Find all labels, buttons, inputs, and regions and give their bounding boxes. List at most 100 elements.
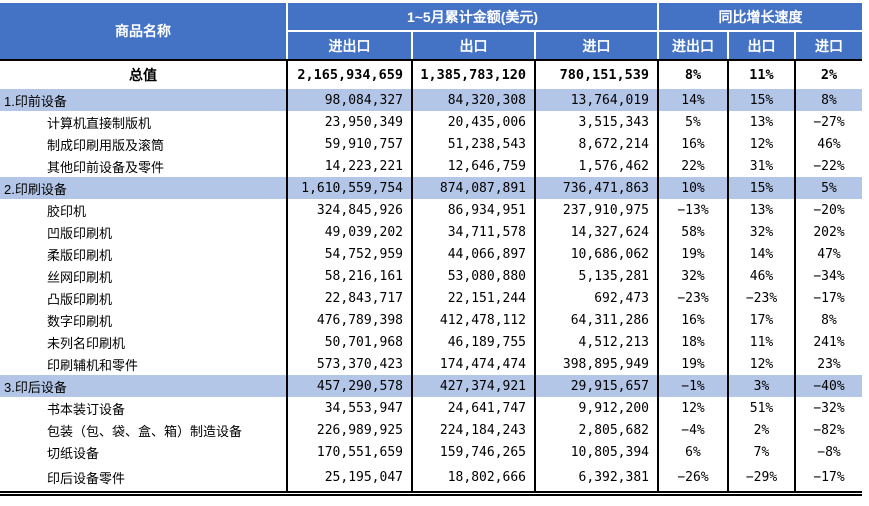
column-group-header-growth: 同比增长速度 (656, 3, 863, 32)
amount-cell: 86,934,951 (411, 199, 535, 221)
table-row-item: 包装（包、袋、盒、箱）制造设备 226,989,925 224,184,243 2,8… (0, 419, 863, 441)
growth-cell: −13% (657, 199, 728, 221)
amount-cell: 20,435,006 (411, 111, 535, 133)
growth-cell: −23% (657, 287, 728, 309)
amount-cell: 84,320,308 (411, 89, 535, 111)
growth-cell: 12% (727, 133, 795, 155)
amount-cell: 13,764,019 (534, 89, 658, 111)
growth-cell: 14% (727, 243, 795, 265)
table-row-item: 凹版印刷机 49,039,202 34,711,578 14,327,624 58% 32… (0, 221, 863, 243)
amount-cell: 23,950,349 (286, 111, 412, 133)
growth-cell: 241% (793, 331, 863, 353)
product-name-cell: 其他印前设备及零件 (47, 159, 165, 175)
amount-cell: 736,471,863 (534, 177, 658, 199)
growth-cell: 15% (727, 89, 795, 111)
column-header-amount-import: 进口 (534, 31, 658, 61)
growth-cell: 51% (727, 397, 795, 419)
growth-cell: 10% (657, 177, 728, 199)
amount-cell: 9,912,200 (534, 397, 658, 419)
growth-cell: 16% (657, 309, 728, 331)
growth-cell: 5% (657, 111, 728, 133)
growth-cell: −82% (793, 419, 863, 441)
amount-cell: 2,805,682 (534, 419, 658, 441)
growth-cell: 11% (727, 331, 795, 353)
amount-cell: 29,915,657 (534, 375, 658, 397)
growth-cell: 2% (727, 419, 795, 441)
amount-cell: 6,392,381 (534, 463, 658, 494)
growth-cell: 7% (727, 441, 795, 463)
amount-cell: 398,895,949 (534, 353, 658, 375)
amount-cell: 14,327,624 (534, 221, 658, 243)
amount-cell: 692,473 (534, 287, 658, 309)
amount-cell: 226,989,925 (286, 419, 412, 441)
amount-cell: 49,039,202 (286, 221, 412, 243)
growth-cell: 202% (793, 221, 863, 243)
growth-cell: −29% (727, 463, 795, 494)
amount-cell: 59,910,757 (286, 133, 412, 155)
table-row-item: 凸版印刷机 22,843,717 22,151,244 692,473 −23% −23%… (0, 287, 863, 309)
product-name-cell: 胶印机 (47, 203, 87, 219)
amount-cell: 34,553,947 (286, 397, 412, 419)
growth-cell: 18% (657, 331, 728, 353)
table-row-item: 制成印刷用版及滚筒 59,910,757 51,238,543 8,672,214 16… (0, 133, 863, 155)
amount-cell: 22,843,717 (286, 287, 412, 309)
growth-cell: 8% (793, 309, 863, 331)
product-name-cell: 书本装订设备 (47, 401, 126, 417)
growth-cell: 11% (727, 60, 795, 89)
table-header: 商品名称 1~5月累计金额(美元) 同比增长速度 进出口 出口 进口 进出口 出… (0, 3, 863, 61)
growth-cell: 46% (727, 265, 795, 287)
product-name-cell: 未列名印刷机 (47, 335, 126, 351)
amount-cell: 237,910,975 (534, 199, 658, 221)
growth-cell: −23% (727, 287, 795, 309)
product-name-cell: 2.印刷设备 (0, 177, 287, 199)
table-row-category: 2.印刷设备 1,610,559,754 874,087,891 736,471,86… (0, 177, 863, 199)
amount-cell: 1,385,783,120 (411, 60, 535, 89)
amount-cell: 10,686,062 (534, 243, 658, 265)
growth-cell: 46% (793, 133, 863, 155)
growth-cell: −4% (657, 419, 728, 441)
amount-cell: 573,370,423 (286, 353, 412, 375)
product-name-cell: 总值 (129, 67, 157, 83)
amount-cell: 22,151,244 (411, 287, 535, 309)
amount-cell: 64,311,286 (534, 309, 658, 331)
product-name-cell: 1.印前设备 (0, 89, 287, 111)
amount-cell: 170,551,659 (286, 441, 412, 463)
product-name-cell: 计算机直接制版机 (47, 115, 152, 131)
amount-cell: 53,080,880 (411, 265, 535, 287)
growth-cell: 19% (657, 243, 728, 265)
amount-cell: 4,512,213 (534, 331, 658, 353)
growth-cell: −26% (657, 463, 728, 494)
growth-cell: 15% (727, 177, 795, 199)
growth-cell: 12% (657, 397, 728, 419)
table-row-total: 总值 2,165,934,659 1,385,783,120 780,151,539 8… (0, 60, 863, 89)
product-name-cell: 凸版印刷机 (47, 291, 113, 307)
product-name-cell: 3.印后设备 (0, 375, 287, 397)
amount-cell: 5,135,281 (534, 265, 658, 287)
amount-cell: 98,084,327 (286, 89, 412, 111)
growth-cell: −34% (793, 265, 863, 287)
amount-cell: 18,802,666 (411, 463, 535, 494)
amount-cell: 412,478,112 (411, 309, 535, 331)
header-row-subcolumns: 进出口 出口 进口 进出口 出口 进口 (0, 31, 863, 61)
table-row-item: 数字印刷机 476,789,398 412,478,112 64,311,286 16%… (0, 309, 863, 331)
amount-cell: 24,641,747 (411, 397, 535, 419)
growth-cell: 3% (727, 375, 795, 397)
product-name-cell: 数字印刷机 (47, 313, 113, 329)
product-name-cell: 凹版印刷机 (47, 225, 113, 241)
amount-cell: 44,066,897 (411, 243, 535, 265)
amount-cell: 874,087,891 (411, 177, 535, 199)
growth-cell: −20% (793, 199, 863, 221)
amount-cell: 2,165,934,659 (286, 60, 412, 89)
column-header-product-name: 商品名称 (0, 3, 287, 61)
column-group-header-amount: 1~5月累计金额(美元) (286, 3, 658, 32)
amount-cell: 457,290,578 (286, 375, 412, 397)
growth-cell: −27% (793, 111, 863, 133)
growth-cell: 32% (657, 265, 728, 287)
table-row-item: 印后设备零件 25,195,047 18,802,666 6,392,381 −26% −… (0, 463, 863, 494)
growth-cell: −8% (793, 441, 863, 463)
table-row-item: 胶印机 324,845,926 86,934,951 237,910,975 −13% 1… (0, 199, 863, 221)
growth-cell: −40% (793, 375, 863, 397)
product-name-cell: 丝网印刷机 (47, 269, 113, 285)
column-header-growth-import: 进口 (793, 31, 863, 61)
